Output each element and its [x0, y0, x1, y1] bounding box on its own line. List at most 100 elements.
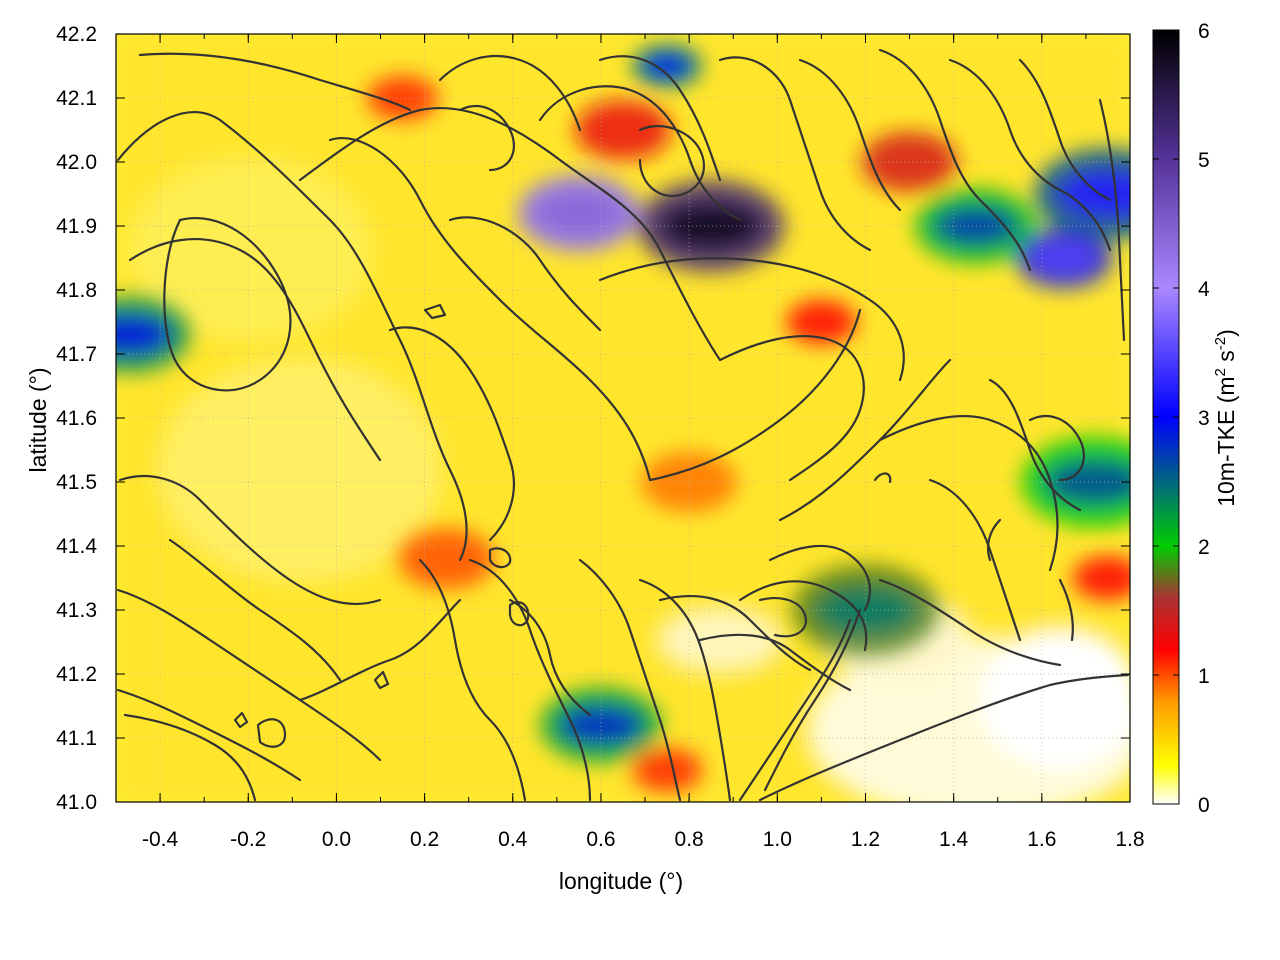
contour-line: [1018, 58, 1112, 202]
colorbar-tick-labels: 0 1 2 3 4 5 6: [1198, 20, 1210, 817]
tke-feature: [575, 100, 671, 160]
contour-line: [538, 85, 742, 222]
colorbar-tick-label: 4: [1198, 278, 1210, 301]
colorbar-label-end: ): [1213, 329, 1239, 337]
colorbar-tick-label: 5: [1198, 149, 1210, 172]
y-tick-label: 41.5: [56, 471, 97, 494]
contour-line: [1098, 98, 1126, 342]
contour-line: [878, 414, 1059, 572]
contour-line: [508, 598, 592, 717]
x-tick-label: -0.4: [142, 828, 179, 851]
contour-line: [738, 618, 852, 802]
y-tick-label: 41.0: [56, 791, 97, 814]
contour-line: [138, 52, 412, 112]
contour-line: [116, 588, 382, 762]
colorbar-ticks: [1153, 29, 1179, 805]
y-tick-labels: 41.0 41.1 41.2 41.3 41.4 41.5 41.6 41.7 41.8 41.9…: [56, 23, 97, 814]
contour-line: [798, 58, 902, 212]
x-tick-label: 1.4: [939, 828, 969, 851]
contour-line: [718, 56, 872, 252]
colorbar-label: 10m-TKE (m2 s-2): [1212, 329, 1239, 507]
contour-line: [986, 518, 1002, 562]
contour-line: [388, 326, 515, 542]
contour-line: [298, 598, 462, 702]
tke-feature: [786, 300, 857, 344]
contour-line: [988, 378, 1082, 512]
contour-line: [648, 308, 862, 482]
colorbar-tick-label: 2: [1198, 536, 1210, 559]
contour-line: [458, 105, 515, 172]
contour-line: [233, 711, 249, 729]
contour-line: [163, 217, 292, 392]
contour-line: [1028, 415, 1085, 482]
colorbar-label-mid: s: [1213, 350, 1239, 368]
tke-feature-core: [1044, 459, 1130, 505]
contour-line: [758, 673, 1130, 802]
contour-line: [328, 137, 652, 482]
contour-line: [928, 478, 1022, 642]
x-tick-label: 1.2: [851, 828, 880, 851]
contour-line: [763, 608, 862, 792]
contour-line: [373, 670, 390, 690]
contour-line: [873, 472, 892, 484]
contour-line: [1058, 578, 1074, 642]
colorbar-tick-label: 3: [1198, 407, 1210, 430]
contour-line: [948, 58, 1112, 252]
contour-line: [598, 257, 905, 382]
colorbar-label-main: 10m-TKE (m: [1213, 376, 1239, 506]
x-tick-label: 0.4: [498, 828, 528, 851]
y-tick-label: 41.2: [56, 663, 97, 686]
tke-feature-core: [116, 315, 172, 354]
contour-line: [698, 633, 852, 692]
x-tick-label: 1.0: [763, 828, 792, 851]
contour-line: [758, 597, 808, 638]
axis-ticks: [115, 33, 1131, 803]
plot-area: [116, 34, 1130, 802]
contour-line: [418, 558, 527, 802]
y-tick-label: 41.7: [56, 343, 97, 366]
y-tick-label: 41.8: [56, 279, 97, 302]
contour-line: [116, 688, 302, 782]
contour-line: [598, 55, 722, 182]
contour-line: [168, 538, 342, 682]
contour-line: [878, 48, 1032, 272]
contour-line: [438, 55, 582, 132]
tke-feature-core: [537, 194, 621, 233]
contour-line: [488, 547, 512, 569]
tke-feature-core: [660, 203, 762, 249]
contour-line: [468, 558, 592, 802]
colorbar-tick-label: 1: [1198, 665, 1210, 688]
colorbar-label-sup1: 2: [1212, 368, 1229, 376]
contour-line: [118, 475, 382, 605]
x-tick-label: 0.8: [675, 828, 704, 851]
colorbar-label-sup2: -2: [1212, 337, 1229, 350]
contour-line: [638, 578, 732, 802]
y-tick-label: 42.0: [56, 151, 97, 174]
x-tick-label: 1.6: [1027, 828, 1056, 851]
colorbar-tick-label: 6: [1198, 20, 1210, 43]
contour-line: [298, 106, 722, 362]
x-axis-label: longitude (°): [559, 868, 683, 894]
tke-feature: [631, 748, 703, 792]
contour-line: [423, 303, 447, 320]
grid: [116, 34, 1130, 802]
contour-line: [878, 578, 1062, 667]
terrain-contours: [116, 48, 1130, 802]
y-tick-label: 41.1: [56, 727, 97, 750]
y-axis-label: latitude (°): [25, 367, 51, 472]
contour-line: [768, 544, 872, 612]
contour-line: [256, 718, 287, 748]
colorbar-tick-label: 0: [1198, 794, 1210, 817]
tke-feature-core: [559, 706, 643, 745]
tke-feature: [861, 132, 958, 192]
x-tick-label: 0.0: [322, 828, 351, 851]
contour-line: [128, 238, 382, 462]
tke-feature: [398, 528, 495, 589]
contour-line: [738, 580, 868, 652]
x-tick-label: 0.6: [586, 828, 615, 851]
y-tick-label: 42.1: [56, 87, 97, 110]
y-tick-label: 41.3: [56, 599, 97, 622]
contour-line: [123, 713, 257, 802]
